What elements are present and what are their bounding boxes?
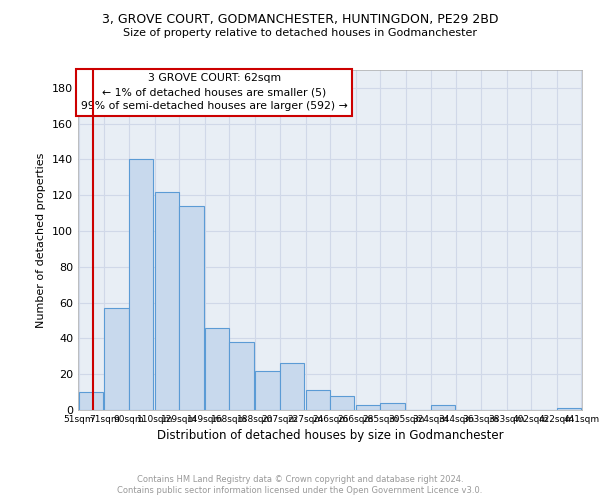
Text: Size of property relative to detached houses in Godmanchester: Size of property relative to detached ho… — [123, 28, 477, 38]
Bar — [79, 392, 103, 410]
Bar — [280, 364, 304, 410]
Bar — [431, 404, 455, 410]
Bar — [380, 403, 405, 410]
X-axis label: Distribution of detached houses by size in Godmanchester: Distribution of detached houses by size … — [157, 430, 503, 442]
Bar — [104, 308, 129, 410]
Bar — [356, 404, 380, 410]
Bar — [229, 342, 254, 410]
Bar — [305, 390, 330, 410]
Y-axis label: Number of detached properties: Number of detached properties — [37, 152, 46, 328]
Text: 3 GROVE COURT: 62sqm
← 1% of detached houses are smaller (5)
99% of semi-detache: 3 GROVE COURT: 62sqm ← 1% of detached ho… — [81, 74, 347, 112]
Bar — [205, 328, 229, 410]
Bar — [255, 370, 280, 410]
Text: Contains HM Land Registry data © Crown copyright and database right 2024.: Contains HM Land Registry data © Crown c… — [137, 475, 463, 484]
Bar — [129, 160, 154, 410]
Bar — [330, 396, 355, 410]
Bar — [557, 408, 581, 410]
Bar — [155, 192, 179, 410]
Text: Contains public sector information licensed under the Open Government Licence v3: Contains public sector information licen… — [118, 486, 482, 495]
Text: 3, GROVE COURT, GODMANCHESTER, HUNTINGDON, PE29 2BD: 3, GROVE COURT, GODMANCHESTER, HUNTINGDO… — [102, 12, 498, 26]
Bar — [179, 206, 203, 410]
